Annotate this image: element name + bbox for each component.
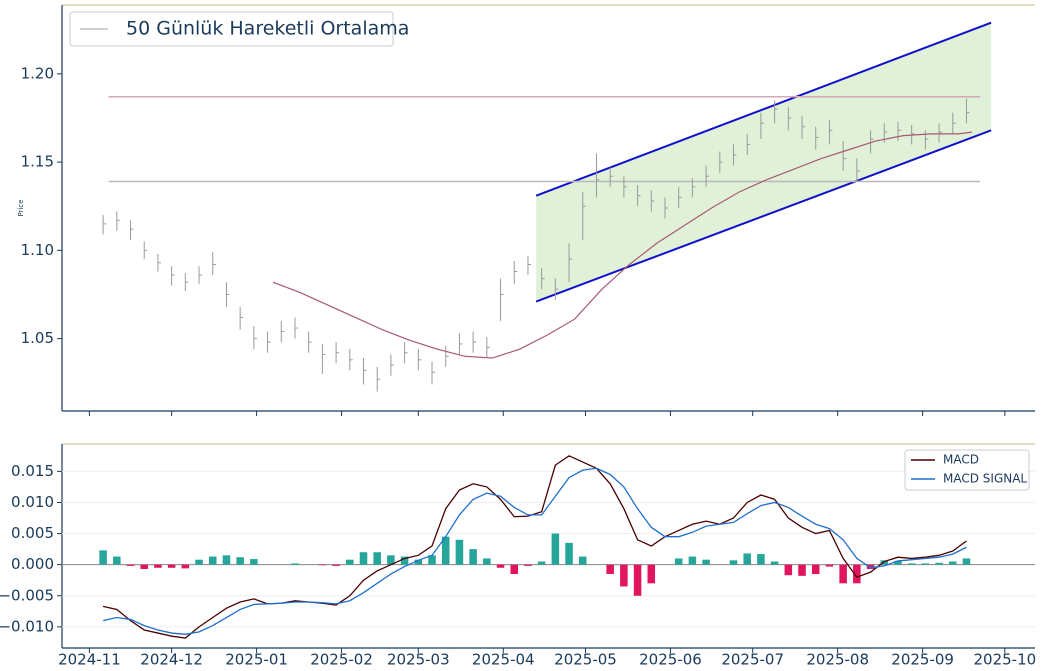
x-tick-label: 2024-12 [140, 651, 203, 669]
histogram-bar [880, 560, 889, 565]
histogram-bar [757, 554, 765, 565]
histogram-bar [620, 564, 628, 587]
histogram-bar [181, 564, 190, 569]
y-tick-label: 0.000 [11, 555, 54, 573]
histogram-bar [414, 559, 423, 565]
x-tick-label: 2025-07 [721, 651, 784, 669]
histogram-bar [770, 561, 779, 565]
x-tick-label: 2025-02 [310, 651, 373, 669]
histogram-bar [510, 564, 519, 574]
histogram-bar [702, 559, 710, 565]
histogram-bar [962, 558, 971, 565]
histogram-bar [647, 564, 656, 584]
legend: 50 Günlük Hareketli Ortalama [69, 11, 409, 47]
histogram-bar [688, 556, 697, 565]
x-tick-label: 2025-08 [806, 651, 869, 669]
histogram-bar [400, 556, 409, 565]
histogram-bar [894, 560, 902, 565]
histogram-bar [387, 555, 395, 565]
histogram-bar [113, 556, 121, 565]
histogram-bar [537, 561, 546, 565]
x-tick-label: 2025-06 [639, 651, 702, 669]
x-tick-label: 2025-03 [387, 651, 450, 669]
y-tick-label: 1.15 [21, 153, 54, 171]
channel-lower [535, 129, 992, 303]
histogram-bar [428, 555, 436, 565]
histogram-bar [208, 556, 217, 565]
y-axis-label: Price [17, 199, 25, 216]
histogram-bar [798, 564, 806, 576]
histogram-bar [99, 550, 107, 565]
histogram-bar [524, 564, 532, 566]
y-tick-label: 1.10 [21, 241, 54, 259]
histogram-bar [346, 559, 354, 565]
y-tick-label: 1.20 [21, 64, 54, 82]
y-tick-label: −0.010 [0, 617, 54, 635]
histogram-bar [469, 549, 477, 565]
histogram-bar [126, 564, 135, 566]
histogram-bar [866, 564, 875, 570]
macd-line [102, 467, 967, 635]
histogram-bar [907, 563, 916, 565]
histogram-bar [250, 559, 258, 565]
x-tick-label: 2025-04 [472, 651, 535, 669]
histogram-bar [633, 564, 642, 596]
histogram-bar [551, 533, 560, 565]
histogram-bar [167, 564, 176, 568]
histogram-bar [811, 564, 820, 574]
histogram-bar [729, 560, 738, 565]
y-tick-label: 0.010 [11, 493, 54, 511]
histogram-bar [291, 563, 299, 565]
histogram-bar [441, 536, 450, 565]
legend-label: MACD SIGNAL [943, 472, 1027, 486]
histogram-bar [195, 559, 203, 565]
histogram-bar [606, 564, 614, 574]
histogram-bar [359, 552, 368, 565]
histogram-bar [140, 564, 148, 570]
x-tick-label: 2024-11 [58, 651, 121, 669]
histogram-bar [839, 564, 847, 584]
channel-fill [536, 22, 992, 302]
histogram-bar [332, 564, 340, 566]
histogram-bar [222, 555, 231, 565]
histogram-bar [674, 558, 683, 565]
histogram-bar [483, 558, 491, 565]
histogram-bar [825, 564, 834, 567]
legend: MACD MACD SIGNAL [904, 449, 1030, 491]
histogram-bar [496, 564, 505, 568]
histogram-bar [373, 552, 381, 565]
histogram-bar [455, 539, 464, 565]
y-tick-label: −0.005 [0, 586, 54, 604]
histogram-bar [565, 542, 573, 565]
legend-label: 50 Günlük Hareketli Ortalama [126, 18, 409, 40]
x-tick-label: 2025-05 [554, 651, 617, 669]
macd-line [102, 455, 967, 639]
channel-upper [535, 21, 992, 197]
histogram-bar [318, 564, 327, 566]
histogram-bar [853, 564, 861, 584]
histogram-bar [921, 563, 930, 565]
moving-average-line [272, 131, 973, 359]
histogram-bar [949, 561, 957, 565]
legend-box [69, 11, 394, 47]
histogram-bar [578, 556, 587, 565]
x-tick-label: 2025-10 [974, 651, 1037, 669]
histogram-bar [784, 564, 793, 576]
histogram-bar [154, 564, 162, 568]
x-tick-label: 2025-09 [891, 651, 954, 669]
histogram-bar [236, 557, 244, 565]
legend-label: MACD [943, 453, 979, 467]
x-tick-label: 2025-01 [225, 651, 288, 669]
y-tick-label: 1.05 [21, 329, 54, 347]
histogram-bar [743, 553, 751, 565]
histogram-bar [935, 562, 943, 565]
y-tick-label: 0.005 [11, 524, 54, 542]
legend-box [904, 449, 1030, 491]
y-tick-label: 0.015 [11, 462, 54, 480]
